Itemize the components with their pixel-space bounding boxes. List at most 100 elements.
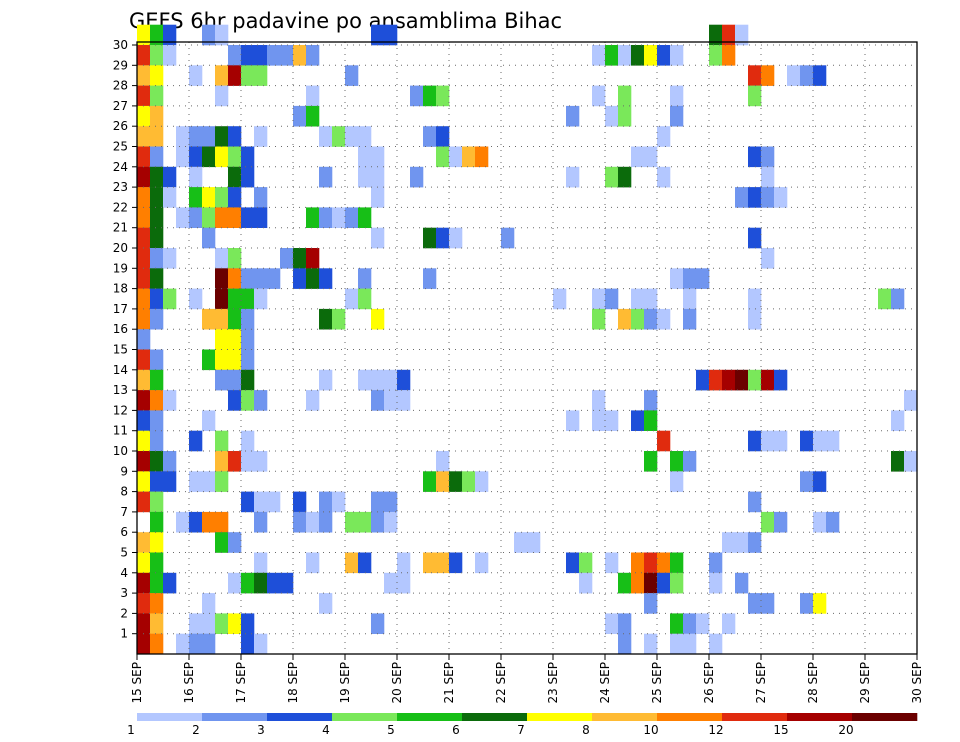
heatmap-cell <box>904 390 918 411</box>
heatmap-cell <box>176 126 190 147</box>
heatmap-cell <box>748 532 762 553</box>
heatmap-cell <box>215 126 229 147</box>
chart-title: GEFS 6hr padavine po ansamblima Bihac <box>129 9 562 33</box>
heatmap-cell <box>202 227 216 249</box>
heatmap-cell <box>371 146 385 168</box>
heatmap-cell <box>241 288 255 310</box>
heatmap-cell <box>553 288 567 310</box>
heatmap-cell <box>306 268 320 289</box>
heatmap-cell <box>748 369 762 391</box>
heatmap-cell <box>163 24 177 46</box>
heatmap-cell <box>254 552 268 574</box>
heatmap-cell <box>215 471 229 492</box>
heatmap-cell <box>722 613 736 634</box>
x-tick-label: 15 SEP <box>130 662 144 704</box>
heatmap-cell <box>150 410 164 431</box>
heatmap-cell <box>631 308 645 330</box>
y-tick-label: 29 <box>113 58 128 72</box>
x-tick-labels: 15 SEP 16 SEP 17 SEP 18 SEP 19 SEP 20 SEP 21 S… <box>130 662 924 704</box>
colorbar-label: 4 <box>322 723 330 737</box>
heatmap-cell <box>371 24 385 46</box>
heatmap-cell <box>241 491 255 513</box>
y-tick-label: 24 <box>113 160 128 174</box>
heatmap-cell <box>605 166 619 188</box>
heatmap-cell <box>137 471 151 492</box>
heatmap-cell <box>345 511 359 533</box>
heatmap-cell <box>384 369 398 391</box>
heatmap-cell <box>670 85 684 107</box>
heatmap-cell <box>189 430 203 452</box>
plot-frame <box>136 41 918 655</box>
x-tick-label: 17 SEP <box>234 662 248 704</box>
heatmap-cell <box>163 390 177 411</box>
heatmap-cell <box>618 166 632 188</box>
heatmap-cell <box>579 552 593 574</box>
heatmap-cell <box>696 268 710 289</box>
x-tick-label: 29 SEP <box>858 662 872 704</box>
heatmap-cell <box>631 288 645 310</box>
colorbar-label: 1 <box>127 723 135 737</box>
heatmap-cell <box>683 288 697 310</box>
heatmap-cell <box>137 187 151 208</box>
heatmap-cell <box>228 451 242 472</box>
heatmap-cell <box>228 329 242 350</box>
heatmap-cell <box>761 511 775 533</box>
heatmap-cell <box>657 572 671 594</box>
heatmap-cell <box>761 369 775 391</box>
heatmap-cell <box>449 552 463 574</box>
heatmap-cell <box>670 105 684 127</box>
heatmap-cell <box>293 105 307 127</box>
colorbar-swatch <box>657 713 723 721</box>
heatmap-cell <box>761 65 775 86</box>
heatmap-cell <box>670 268 684 289</box>
heatmap-cell <box>137 329 151 350</box>
heatmap-cell <box>202 146 216 168</box>
heatmap-cell <box>592 45 606 66</box>
heatmap-cell <box>228 248 242 269</box>
heatmap-cell <box>254 633 268 655</box>
heatmap-cell <box>163 45 177 66</box>
heatmap-cell <box>306 511 320 533</box>
heatmap-cell <box>176 146 190 168</box>
axis-ticks <box>132 44 918 660</box>
heatmap-cell <box>241 65 255 86</box>
heatmap-cell <box>384 572 398 594</box>
x-tick-label: 20 SEP <box>390 662 404 704</box>
heatmap-cell <box>904 451 918 472</box>
heatmap-cell <box>228 288 242 310</box>
heatmap-cell <box>189 126 203 147</box>
heatmap-cell <box>449 471 463 492</box>
heatmap-cell <box>813 430 827 452</box>
heatmap-cell <box>137 146 151 168</box>
heatmap-cell <box>241 430 255 452</box>
heatmap-cell <box>228 572 242 594</box>
heatmap-cell <box>423 126 437 147</box>
heatmap-cell <box>163 166 177 188</box>
colorbar-swatch <box>137 713 203 721</box>
heatmap-cell <box>241 349 255 371</box>
heatmap-cell <box>566 410 580 431</box>
heatmap-cell <box>501 227 515 249</box>
heatmap-cell <box>228 369 242 391</box>
heatmap-cell <box>202 308 216 330</box>
heatmap-cell <box>150 85 164 107</box>
heatmap-cell <box>215 532 229 553</box>
heatmap-cell <box>618 613 632 634</box>
heatmap-cell <box>332 207 346 228</box>
heatmap-cell <box>150 248 164 269</box>
heatmap-cell <box>436 471 450 492</box>
heatmap-cell <box>592 308 606 330</box>
heatmap-cell <box>150 65 164 86</box>
heatmap-cell <box>228 268 242 289</box>
y-tick-label: 27 <box>113 99 128 113</box>
y-tick-label: 13 <box>113 383 128 397</box>
colorbar-swatch <box>527 713 593 721</box>
heatmap-cell <box>709 572 723 594</box>
heatmap-cell <box>280 45 294 66</box>
heatmap-cell <box>189 511 203 533</box>
heatmap-cell <box>735 24 749 46</box>
heatmap-cell <box>423 471 437 492</box>
heatmap-cell <box>150 491 164 513</box>
colorbar-swatch <box>332 713 398 721</box>
heatmap-cell <box>644 390 658 411</box>
